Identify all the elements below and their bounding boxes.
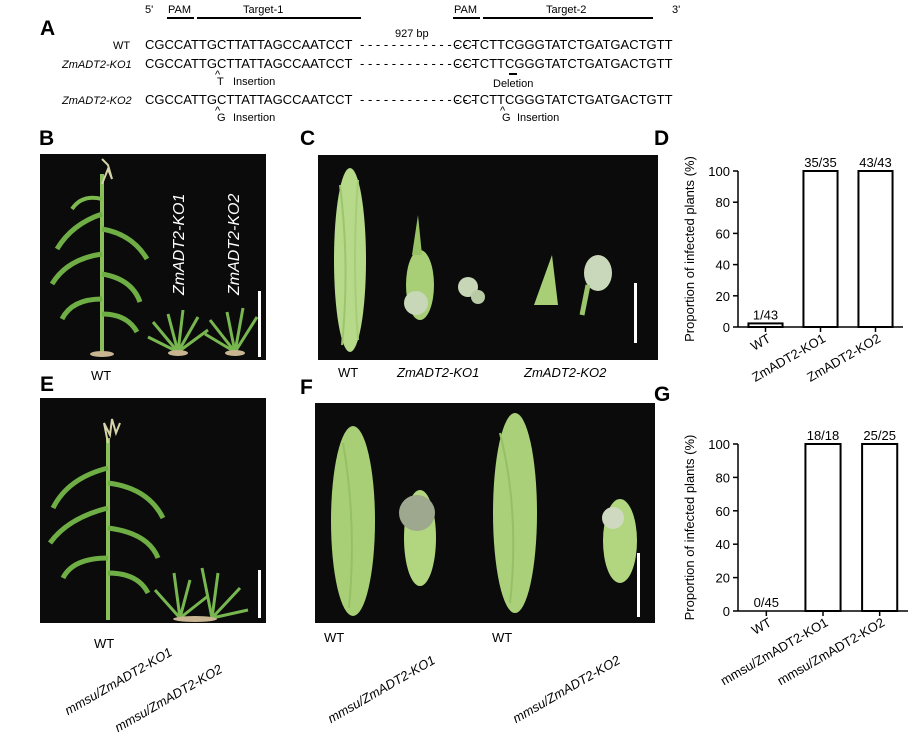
ko1-deletion-text: Deletion <box>493 78 534 90</box>
seq-row-wt-label: WT <box>113 40 131 52</box>
scale-bar-c <box>634 283 637 343</box>
panel-b-label-wt: WT <box>91 368 112 383</box>
data-label: 18/18 <box>807 428 840 443</box>
panel-label-f: F <box>300 376 313 399</box>
data-label: 35/35 <box>804 155 837 170</box>
x-tick-label: WT <box>748 331 773 354</box>
five-prime-label: 5' <box>145 4 154 16</box>
scale-bar-b <box>258 291 261 357</box>
ko2-insertion2-caret: ^ <box>500 105 506 117</box>
ko2-insertion2-text: Insertion <box>517 112 560 124</box>
panel-f-label-wt1: WT <box>324 630 345 645</box>
y-axis-label: Proportion of infected plants (%) <box>682 435 697 621</box>
panel-c-photo <box>318 155 658 360</box>
panel-label-e: E <box>40 373 55 396</box>
y-tick-label: 20 <box>716 289 730 304</box>
x-tick-label: mmsu/ZmADT2-KO2 <box>775 615 888 689</box>
panel-f-label-ko1: mmsu/ZmADT2-KO1 <box>325 652 438 726</box>
bar-chart-g: Proportion of infected plants (%) 0 20 40 60… <box>682 428 908 689</box>
y-tick-label: 100 <box>708 164 730 179</box>
panel-f-photo <box>315 403 655 623</box>
y-tick-label: 60 <box>716 504 730 519</box>
x-tick-label: WT <box>749 615 774 638</box>
y-tick-label: 80 <box>716 470 730 485</box>
ko2-insertion1-caret: ^ <box>215 105 221 117</box>
scale-bar-e <box>258 570 261 618</box>
seq-row-ko1-left: CGCCATTGCTTATTAGCCAATCCT <box>145 56 353 71</box>
y-tick-label: 60 <box>716 226 730 241</box>
bar-chart-d: Proportion of infected plants (%) 0 20 40 60… <box>682 155 903 385</box>
panel-c-label-ko1: ZmADT2-KO1 <box>397 365 480 380</box>
target1-bar <box>197 17 361 19</box>
y-tick-label: 100 <box>708 437 730 452</box>
panel-label-d: D <box>654 127 670 150</box>
panel-f-label-wt2: WT <box>492 630 513 645</box>
bar <box>857 170 894 328</box>
panel-label-a: A <box>40 17 56 40</box>
bar <box>747 322 784 329</box>
pam-bar-2 <box>453 17 480 19</box>
panel-b-label-ko2: ZmADT2-KO2 <box>226 193 243 295</box>
pam-label-1: PAM <box>168 4 192 16</box>
seq-row-ko2-dash: - - - - - - - - - - - - - - - <box>360 92 476 107</box>
panel-f-label-ko2: mmsu/ZmADT2-KO2 <box>510 652 623 726</box>
ko1-insertion-base: T <box>217 76 224 88</box>
bar <box>802 170 839 328</box>
scale-bar-f <box>637 553 640 617</box>
seq-row-wt-right: CCTCTTCGGGTATCTGATGACTGTT <box>453 37 673 52</box>
y-axis-label: Proportion of infected plants (%) <box>682 156 697 342</box>
three-prime-label: 3' <box>672 4 681 16</box>
seq-row-ko2-label: ZmADT2-KO2 <box>62 95 132 107</box>
panel-label-c: C <box>300 127 316 150</box>
target2-label: Target-2 <box>546 4 587 16</box>
seq-row-ko2-right: CCTCTTCGGGTATCTGATGACTGTT <box>453 92 673 107</box>
plant-illustration-e <box>47 418 249 622</box>
ear-illustration-c <box>334 168 612 352</box>
data-label: 43/43 <box>859 155 892 170</box>
panel-label-b: B <box>39 127 55 150</box>
panel-b-label-ko1: ZmADT2-KO1 <box>171 193 188 295</box>
seq-row-ko1-label: ZmADT2-KO1 <box>62 59 132 71</box>
panel-e-label-wt: WT <box>94 636 115 651</box>
bar <box>804 443 842 612</box>
data-label: 1/43 <box>753 307 778 322</box>
panel-b-photo <box>40 154 266 360</box>
x-tick-label: mmsu/ZmADT2-KO1 <box>718 615 831 689</box>
ko1-insertion-caret: ^ <box>215 69 221 81</box>
ko2-insertion1-base: G <box>217 112 226 124</box>
data-label: 0/45 <box>754 595 779 610</box>
panel-e-photo <box>40 398 266 623</box>
seq-row-wt-dash: - - - - - - - - - - - - - - - <box>360 37 476 52</box>
seq-row-ko2-left: CGCCATTGCTTATTAGCCAATCCT <box>145 92 353 107</box>
ko2-insertion2-base: G <box>502 112 511 124</box>
y-tick-label: 80 <box>716 195 730 210</box>
data-label: 25/25 <box>863 428 896 443</box>
y-tick-label: 20 <box>716 571 730 586</box>
ear-illustration-f <box>331 413 637 616</box>
y-tick-label: 40 <box>716 537 730 552</box>
target1-label: Target-1 <box>243 4 284 16</box>
panel-c-label-ko2: ZmADT2-KO2 <box>524 365 607 380</box>
bar <box>861 443 899 612</box>
plant-illustration-b <box>49 158 259 357</box>
seq-row-ko1-right: CCTCTTCGGGTATCTGATGACTGTT <box>453 56 673 71</box>
panel-c-label-wt: WT <box>338 365 359 380</box>
gap-length-label: 927 bp <box>395 28 429 40</box>
target2-bar <box>483 17 653 19</box>
pam-bar-1 <box>167 17 194 19</box>
ko1-insertion-text: Insertion <box>233 76 276 88</box>
ko2-insertion1-text: Insertion <box>233 112 276 124</box>
seq-row-wt-left: CGCCATTGCTTATTAGCCAATCCT <box>145 37 353 52</box>
y-tick-label: 0 <box>723 320 730 335</box>
ko1-deletion-mark <box>509 73 517 75</box>
pam-label-2: PAM <box>454 4 478 16</box>
panel-label-g: G <box>654 383 671 406</box>
y-tick-label: 40 <box>716 258 730 273</box>
seq-row-ko1-dash: - - - - - - - - - - - - - - - <box>360 56 476 71</box>
y-tick-label: 0 <box>723 604 730 619</box>
